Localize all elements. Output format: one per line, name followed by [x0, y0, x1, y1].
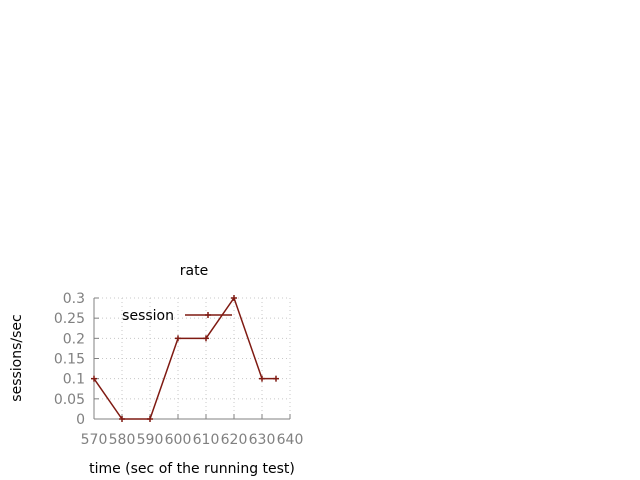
x-tick-label: 630	[249, 432, 276, 448]
data-point	[91, 375, 97, 382]
x-tick-label: 610	[193, 432, 220, 448]
x-axis-ticks: 570 580 590 600 610 620 630 640	[81, 414, 304, 448]
y-tick-label: 0.15	[54, 352, 85, 368]
series-line-session	[93, 296, 276, 420]
data-point	[273, 375, 279, 382]
x-tick-label: 620	[221, 432, 248, 448]
x-tick-label: 590	[137, 432, 164, 448]
data-point	[119, 416, 125, 422]
legend-marker	[205, 312, 211, 318]
y-tick-label: 0.2	[63, 331, 85, 347]
y-tick-label: 0.25	[54, 311, 85, 327]
legend: session	[122, 308, 232, 324]
grid	[93, 297, 291, 420]
x-axis-label: time (sec of the running test)	[89, 461, 295, 477]
x-tick-label: 600	[165, 432, 192, 448]
data-point	[147, 416, 153, 422]
data-point	[259, 375, 265, 382]
series-layer	[91, 295, 279, 422]
data-point	[231, 295, 237, 301]
y-axis-label: sessions/sec	[9, 314, 25, 401]
legend-label: session	[122, 308, 174, 324]
y-tick-label: 0.05	[54, 392, 85, 408]
x-tick-label: 570	[81, 432, 108, 448]
y-tick-label: 0.3	[63, 291, 85, 307]
x-tick-label: 580	[109, 432, 136, 448]
chart-title: rate	[180, 263, 208, 279]
y-tick-label: 0.1	[63, 372, 85, 388]
data-point	[175, 335, 181, 342]
data-point	[203, 335, 209, 342]
y-tick-label: 0	[76, 412, 85, 428]
x-tick-label: 640	[277, 432, 304, 448]
y-axis-ticks: 0 0.05 0.1 0.15 0.2 0.25 0.3	[54, 291, 99, 428]
